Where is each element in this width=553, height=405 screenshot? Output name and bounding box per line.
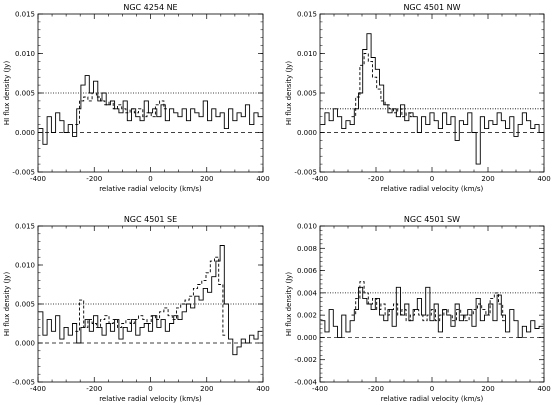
- y-tick-label: 0.000: [15, 340, 35, 348]
- chart-panel-1: NGC 4254 NE -400 -200 0 200 400 -0.005 0.000 0.0…: [3, 3, 270, 193]
- y-tick-label: -0.004: [294, 379, 317, 387]
- x-tick-label: 400: [537, 175, 550, 183]
- x-tick-label: -400: [30, 175, 46, 183]
- solid-spectrum-line: [38, 245, 263, 356]
- y-tick-label: 0.010: [297, 223, 317, 231]
- y-tick-label: 0.015: [15, 11, 35, 19]
- y-tick-label: 0.010: [15, 262, 35, 270]
- chart-panel-2: NGC 4501 NW -400 -200 0 200 400 -0.005 0.000 0.0…: [285, 3, 551, 193]
- y-axis-label: HI flux density (Jy): [285, 61, 293, 126]
- y-tick-label: 0.010: [297, 50, 317, 58]
- y-tick-label: 0.015: [15, 223, 35, 231]
- y-tick-label: -0.005: [294, 169, 317, 177]
- y-tick-label: 0.010: [15, 50, 35, 58]
- y-tick-label: -0.005: [12, 169, 35, 177]
- chart-panel-4: NGC 4501 SW -400 -200 0 200 400 -0.004 -0.002 0.…: [285, 215, 551, 403]
- x-axis-label: relative radial velocity (km/s): [381, 395, 484, 403]
- y-tick-label: 0.000: [297, 129, 317, 137]
- dashed-spectrum-line: [351, 53, 415, 118]
- plot-frame: [319, 13, 545, 173]
- x-tick-label: 0: [148, 175, 152, 183]
- dashed-spectrum-line: [75, 92, 169, 126]
- solid-spectrum-line: [38, 75, 263, 145]
- x-tick-label: -200: [368, 175, 384, 183]
- y-tick-label: 0.015: [297, 11, 317, 19]
- solid-spectrum-line: [320, 33, 544, 165]
- x-tick-label: 0: [148, 385, 152, 393]
- x-tick-label: 400: [256, 175, 269, 183]
- x-axis-label: relative radial velocity (km/s): [99, 185, 202, 193]
- x-tick-label: -400: [312, 175, 328, 183]
- x-tick-label: -200: [368, 385, 384, 393]
- y-axis-label: HI flux density (Jy): [3, 61, 11, 126]
- x-tick-label: -400: [30, 385, 46, 393]
- x-tick-label: 0: [430, 385, 434, 393]
- plot-frame: [319, 225, 545, 383]
- y-tick-label: 0.006: [297, 267, 318, 275]
- x-tick-label: 200: [481, 385, 494, 393]
- chart-title: NGC 4254 NE: [123, 3, 177, 12]
- x-tick-label: 0: [430, 175, 434, 183]
- dashed-spectrum-line: [75, 256, 228, 336]
- x-tick-label: 400: [537, 385, 550, 393]
- x-tick-label: 200: [200, 175, 213, 183]
- y-tick-label: 0.000: [297, 334, 317, 342]
- y-tick-label: 0.008: [297, 245, 317, 253]
- y-tick-label: 0.005: [15, 301, 35, 309]
- x-tick-label: -200: [86, 385, 102, 393]
- x-tick-label: 400: [256, 385, 269, 393]
- y-axis-label: HI flux density (Jy): [285, 272, 293, 337]
- y-tick-label: 0.000: [15, 129, 35, 137]
- y-tick-label: 0.004: [297, 289, 318, 297]
- y-axis-label: HI flux density (Jy): [3, 272, 11, 337]
- chart-title: NGC 4501 NW: [403, 3, 460, 12]
- y-tick-label: 0.005: [297, 90, 317, 98]
- x-tick-label: 200: [481, 175, 494, 183]
- x-tick-label: 200: [200, 385, 213, 393]
- x-axis-label: relative radial velocity (km/s): [381, 185, 484, 193]
- chart-title: NGC 4501 SW: [404, 215, 460, 224]
- chart-title: NGC 4501 SE: [124, 215, 177, 224]
- x-tick-label: -200: [86, 175, 102, 183]
- solid-spectrum-line: [320, 286, 544, 338]
- y-tick-label: 0.005: [15, 90, 35, 98]
- chart-panel-3: NGC 4501 SE -400 -200 0 200 400 -0.005 0.000 0.0…: [3, 215, 270, 403]
- y-tick-label: -0.005: [12, 379, 35, 387]
- y-tick-label: -0.002: [294, 356, 317, 364]
- y-tick-label: 0.002: [297, 312, 317, 320]
- x-tick-label: -400: [312, 385, 328, 393]
- x-axis-label: relative radial velocity (km/s): [99, 395, 202, 403]
